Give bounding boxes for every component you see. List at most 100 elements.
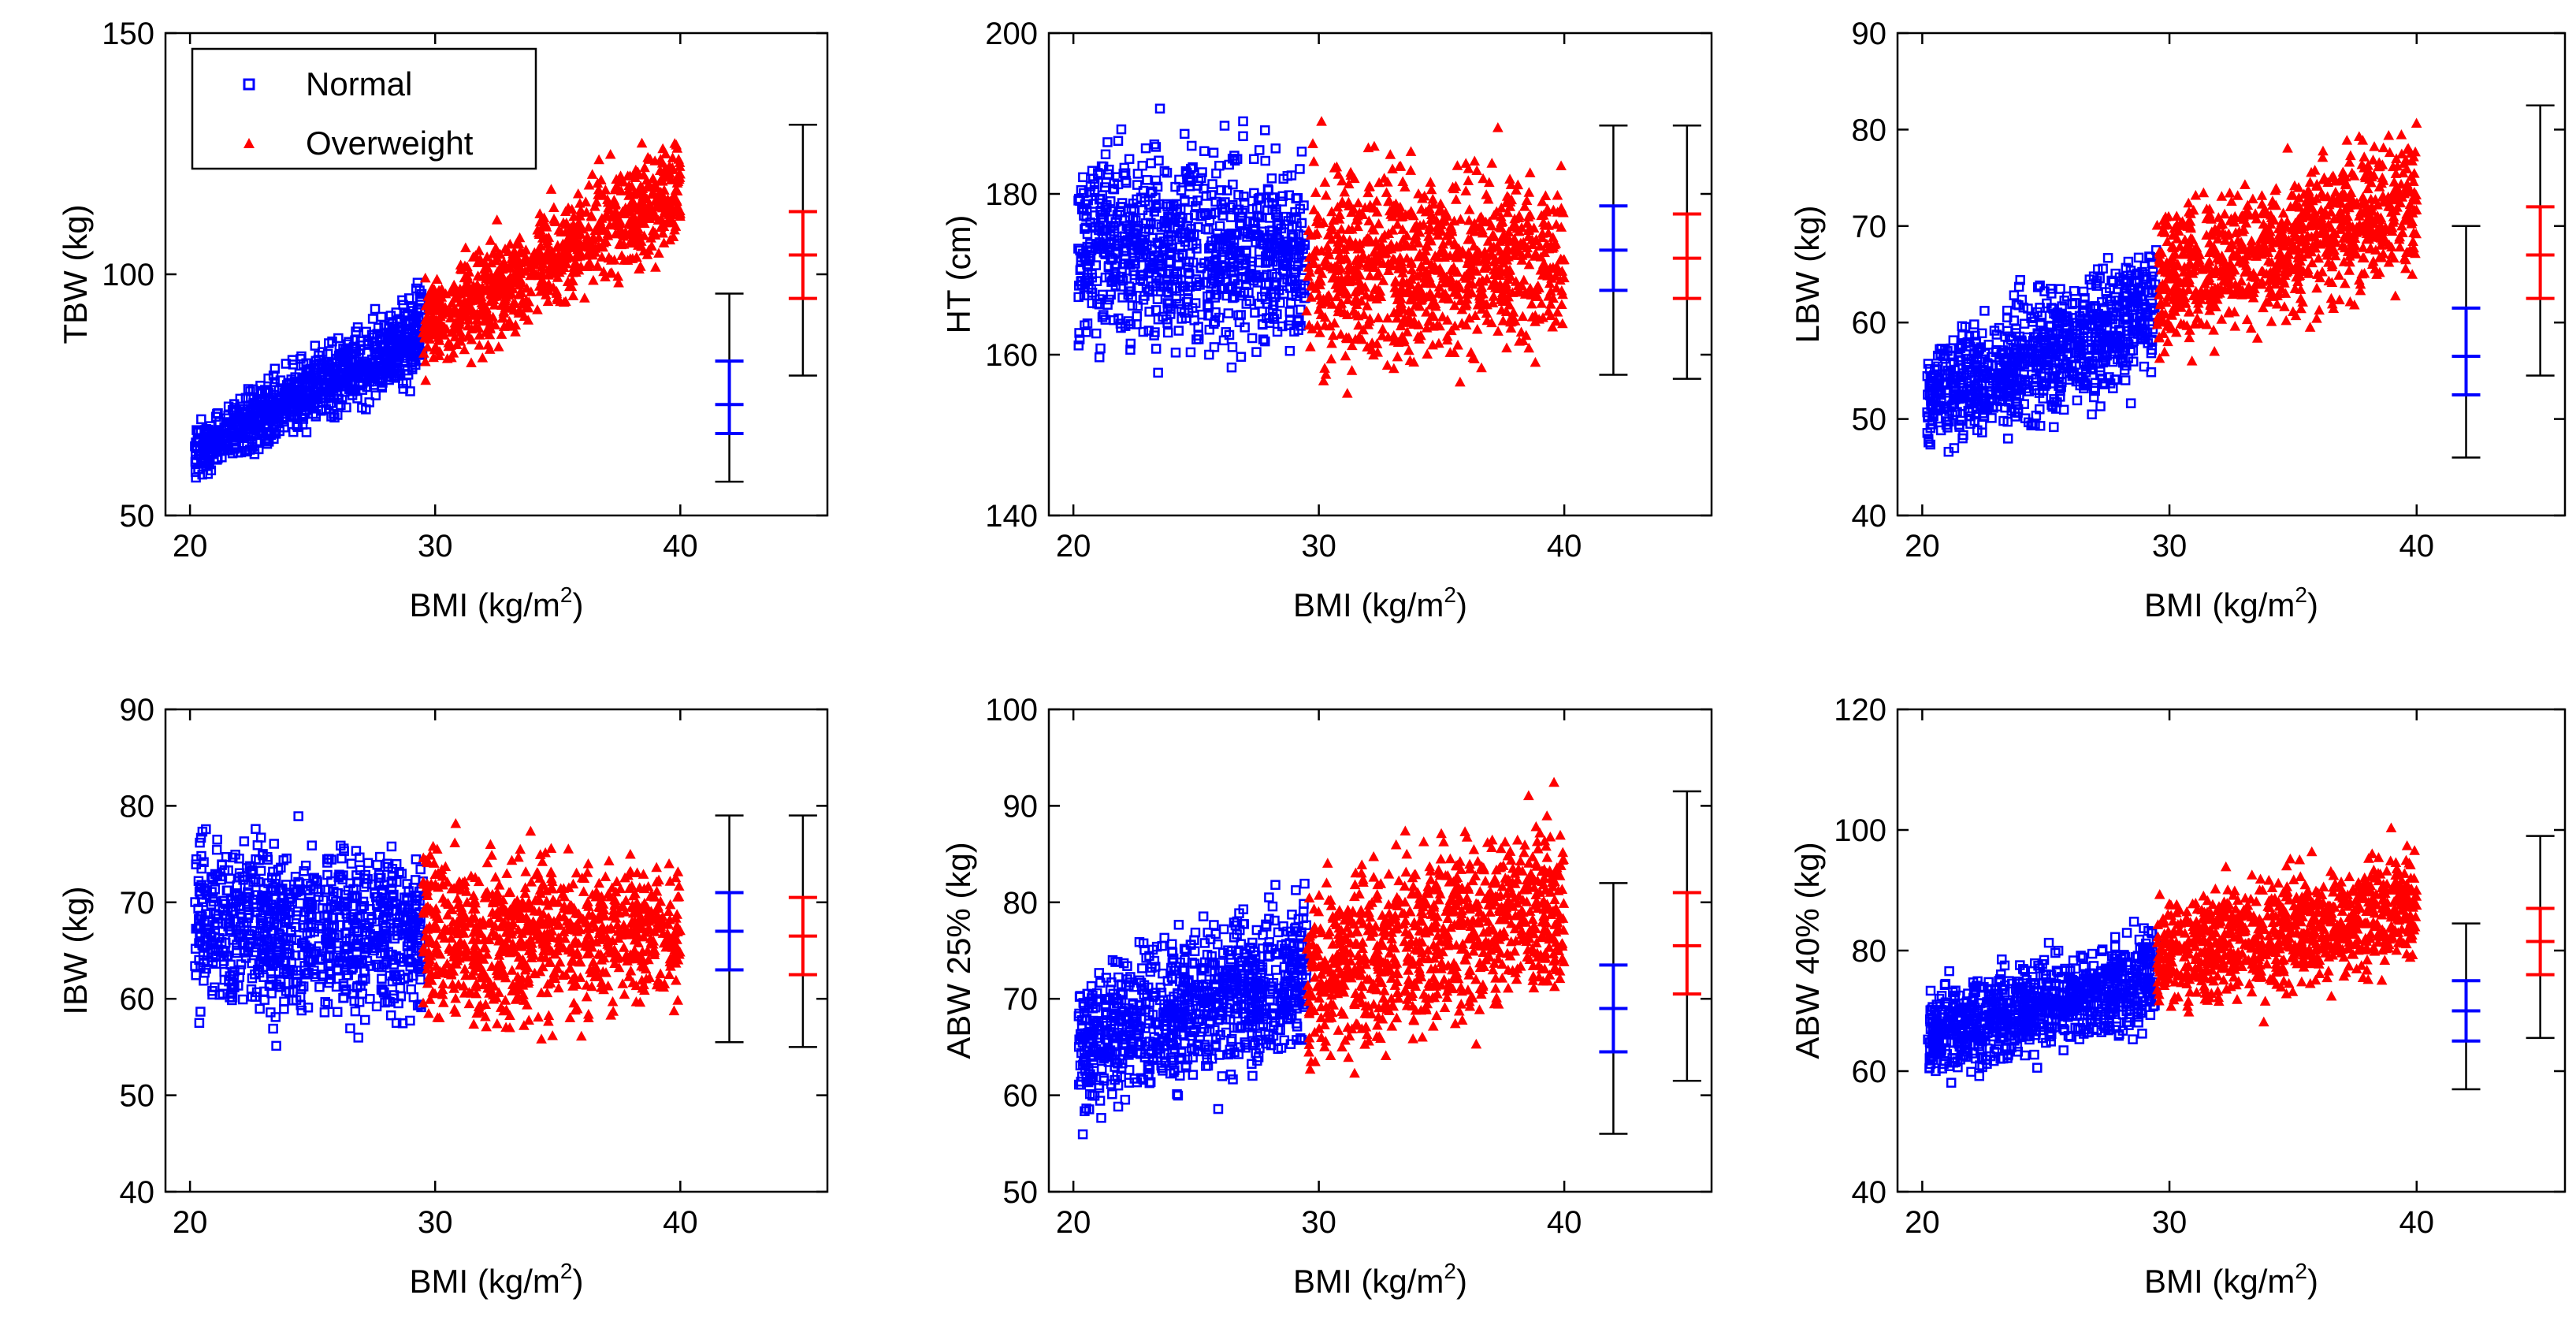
x-tick-label: 40 bbox=[1547, 529, 1582, 564]
overweight-point bbox=[1397, 224, 1408, 234]
overweight-point bbox=[1371, 207, 1383, 217]
overweight-point bbox=[1373, 218, 1385, 229]
overweight-point bbox=[1311, 320, 1323, 330]
overweight-point bbox=[2369, 141, 2380, 151]
overweight-point bbox=[556, 264, 567, 275]
normal-point bbox=[1205, 289, 1216, 300]
normal-point bbox=[1106, 214, 1117, 225]
normal-point bbox=[1250, 307, 1260, 318]
normal-point bbox=[1211, 289, 1222, 300]
normal-point bbox=[2071, 376, 2082, 387]
normal-point bbox=[2012, 348, 2023, 359]
overweight-point bbox=[655, 187, 667, 197]
overweight-point bbox=[1492, 326, 1504, 336]
normal-point bbox=[1173, 326, 1184, 336]
overweight-point bbox=[485, 288, 497, 300]
normal-point bbox=[1179, 195, 1190, 206]
overweight-point bbox=[2201, 203, 2213, 214]
normal-point bbox=[1097, 225, 1107, 236]
normal-point bbox=[396, 337, 407, 348]
normal-point bbox=[2146, 367, 2157, 378]
normal-point bbox=[233, 430, 243, 440]
summary-normal bbox=[715, 292, 744, 483]
overweight-point bbox=[1397, 233, 1409, 244]
normal-point bbox=[2005, 386, 2016, 396]
normal-point bbox=[1233, 190, 1243, 200]
normal-point bbox=[1969, 415, 1980, 426]
overweight-point bbox=[485, 235, 496, 245]
overweight-point bbox=[1426, 209, 1437, 219]
overweight-point bbox=[1460, 158, 1472, 168]
overweight-point bbox=[1463, 204, 1475, 214]
overweight-point bbox=[1552, 307, 1563, 317]
overweight-point bbox=[2184, 332, 2195, 343]
normal-point bbox=[2132, 268, 2143, 279]
overweight-point bbox=[1543, 305, 1554, 316]
normal-point bbox=[242, 439, 252, 449]
overweight-point bbox=[1404, 355, 1416, 366]
normal-point bbox=[1200, 277, 1211, 288]
normal-point bbox=[389, 366, 400, 377]
normal-point bbox=[281, 359, 292, 369]
normal-point bbox=[1173, 217, 1184, 227]
normal-point bbox=[361, 359, 371, 369]
overweight-point bbox=[622, 170, 634, 180]
normal-point bbox=[1236, 352, 1247, 362]
overweight-point bbox=[2240, 266, 2251, 277]
normal-point bbox=[2002, 434, 2013, 444]
normal-point bbox=[388, 372, 399, 383]
overweight-point bbox=[1353, 319, 1364, 330]
overweight-point bbox=[1308, 204, 1320, 214]
overweight-point bbox=[592, 261, 604, 271]
normal-point bbox=[388, 323, 400, 333]
overweight-point bbox=[1301, 305, 1312, 316]
normal-point bbox=[1165, 309, 1176, 319]
overweight-point bbox=[1405, 165, 1417, 175]
overweight-point bbox=[1476, 362, 1487, 373]
overweight-point bbox=[560, 218, 572, 229]
normal-point bbox=[1208, 147, 1219, 158]
normal-point bbox=[1299, 200, 1309, 210]
overweight-point bbox=[572, 247, 584, 258]
overweight-point bbox=[647, 187, 659, 197]
overweight-point bbox=[1325, 233, 1337, 244]
normal-point bbox=[1254, 212, 1265, 222]
overweight-point bbox=[1481, 314, 1493, 326]
overweight-point bbox=[627, 210, 639, 221]
normal-point bbox=[1204, 325, 1215, 335]
overweight-point bbox=[1310, 187, 1321, 197]
overweight-point bbox=[2219, 208, 2230, 219]
normal-point bbox=[1124, 154, 1135, 165]
normal-point bbox=[1286, 297, 1296, 308]
overweight-point bbox=[1530, 234, 1542, 244]
normal-point bbox=[405, 386, 415, 396]
overweight-point bbox=[1367, 222, 1378, 233]
overweight-point bbox=[446, 297, 458, 308]
overweight-point bbox=[521, 252, 532, 263]
overweight-point bbox=[1482, 236, 1494, 246]
overweight-point bbox=[473, 322, 485, 333]
normal-point bbox=[1163, 281, 1173, 291]
normal-point bbox=[298, 414, 309, 424]
normal-point bbox=[2034, 388, 2045, 398]
y-tick-label: 140 bbox=[985, 499, 1038, 534]
overweight-point bbox=[1377, 275, 1389, 285]
normal-point bbox=[1922, 428, 1933, 438]
normal-point bbox=[1109, 184, 1120, 195]
overweight-point bbox=[1500, 247, 1511, 258]
overweight-point bbox=[452, 292, 463, 303]
normal-point bbox=[1183, 294, 1194, 304]
overweight-point bbox=[436, 309, 448, 319]
normal-point bbox=[1260, 336, 1270, 347]
overweight-point bbox=[612, 183, 624, 193]
overweight-point bbox=[1371, 195, 1382, 206]
overweight-point bbox=[664, 170, 675, 180]
overweight-point bbox=[1387, 225, 1399, 235]
normal-point bbox=[1239, 192, 1249, 202]
overweight-point bbox=[2411, 117, 2422, 128]
overweight-point bbox=[581, 261, 593, 271]
normal-point bbox=[1098, 232, 1108, 243]
normal-point bbox=[1217, 210, 1228, 221]
normal-point bbox=[2066, 361, 2077, 371]
overweight-point bbox=[1408, 222, 1420, 233]
